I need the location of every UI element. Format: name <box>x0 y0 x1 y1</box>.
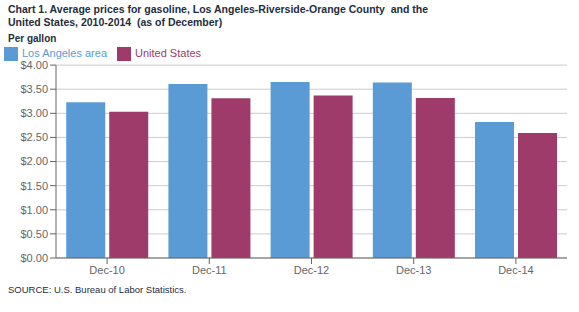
html-text:Los Angeles area: Los Angeles area <box>22 47 107 59</box>
svg-text:$1.00: $1.00 <box>20 204 48 216</box>
svg-text:$0.00: $0.00 <box>20 252 48 264</box>
svg-text:$1.50: $1.50 <box>20 180 48 192</box>
svg-text:Dec-14: Dec-14 <box>498 264 533 276</box>
svg-text:Dec-12: Dec-12 <box>294 264 329 276</box>
html-text:United States: United States <box>135 47 202 59</box>
svg-text:$0.50: $0.50 <box>20 228 48 240</box>
html-text:Chart 1. Average prices for ga: Chart 1. Average prices for gasoline, Lo… <box>8 3 429 28</box>
svg-text:$4.00: $4.00 <box>20 59 48 71</box>
svg-text:Dec-10: Dec-10 <box>89 264 124 276</box>
svg-text:$2.00: $2.00 <box>20 155 48 167</box>
svg-text:$2.50: $2.50 <box>20 131 48 143</box>
svg-text:$3.50: $3.50 <box>20 83 48 95</box>
html-text:Per gallon: Per gallon <box>8 33 57 44</box>
html-text:SOURCE: U.S. Bureau of Labor S: SOURCE: U.S. Bureau of Labor Statistics. <box>8 284 187 295</box>
svg-text:Dec-11: Dec-11 <box>192 264 227 276</box>
svg-text:Dec-13: Dec-13 <box>396 264 431 276</box>
svg-text:$3.00: $3.00 <box>20 107 48 119</box>
